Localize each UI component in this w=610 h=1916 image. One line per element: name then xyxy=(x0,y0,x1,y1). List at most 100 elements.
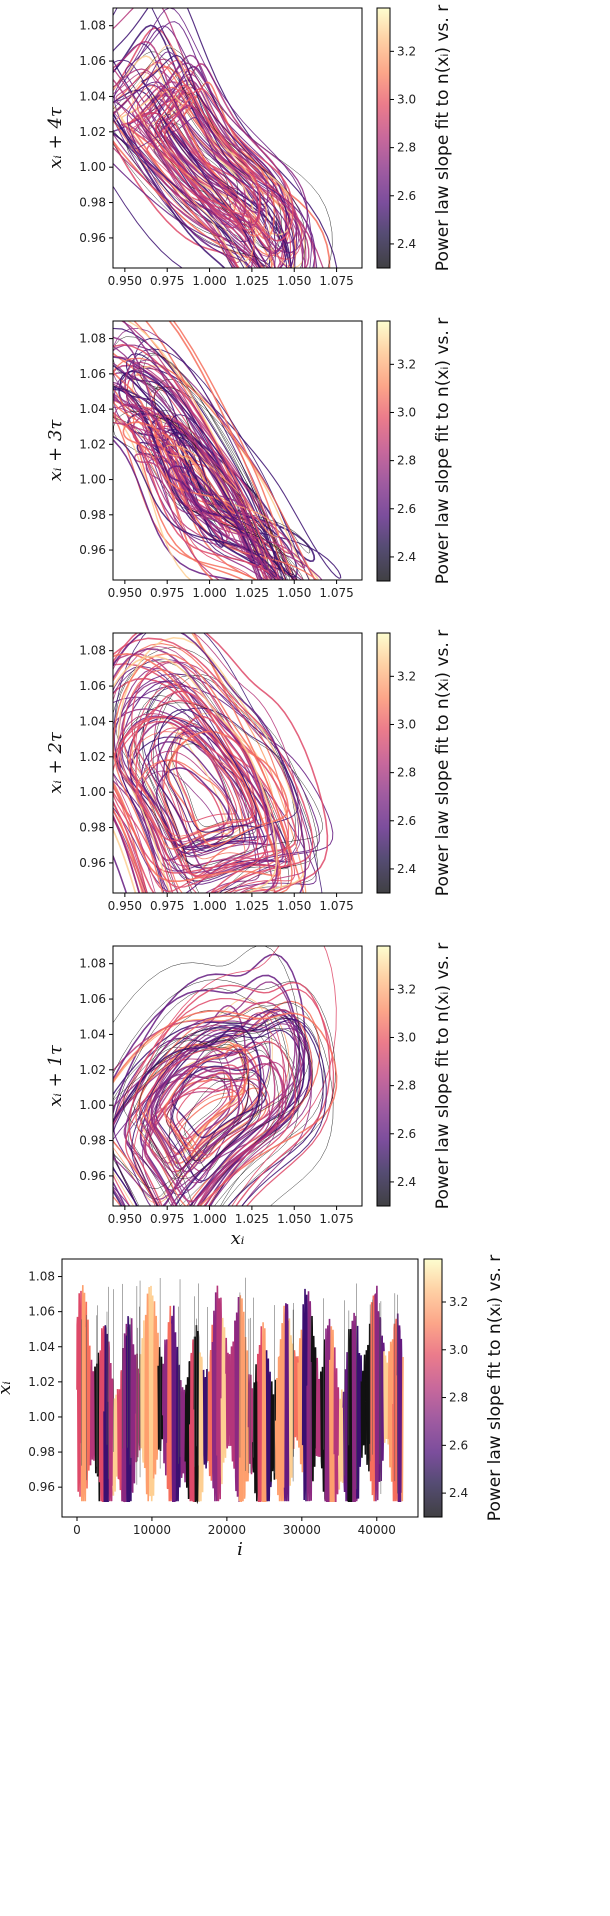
x-tick-label: 0.975 xyxy=(150,274,184,288)
series-segment xyxy=(297,1329,304,1473)
series-segment xyxy=(283,1303,290,1502)
series-segment xyxy=(274,1355,281,1502)
trajectory-curve xyxy=(113,652,282,883)
y-tick-label: 1.06 xyxy=(79,367,106,381)
colorbar-gradient xyxy=(376,7,391,269)
trajectory-curve xyxy=(113,357,318,580)
y-tick-label: 1.04 xyxy=(79,714,106,728)
trajectory-curve xyxy=(166,104,260,226)
colorbar-ticks: 2.4 2.6 2.8 3.0 3.2 xyxy=(442,1295,468,1500)
series-segment xyxy=(347,1320,354,1502)
trajectory-curve xyxy=(113,633,307,893)
trajectory-curve xyxy=(128,981,331,1206)
x-tick-label: 1.000 xyxy=(192,586,226,600)
trajectory-curve xyxy=(113,345,266,580)
y-tick-label: 1.06 xyxy=(28,1305,55,1319)
trajectory-curve xyxy=(172,1048,250,1162)
trajectory-curve xyxy=(113,355,304,580)
colorbar-label: Power law slope fit to n(xᵢ) vs. r xyxy=(433,943,453,1209)
series-segment xyxy=(130,1318,137,1493)
series-segment xyxy=(306,1291,313,1502)
series-segment xyxy=(310,1315,317,1482)
x-tick-label: 0.950 xyxy=(108,586,142,600)
series-segment xyxy=(220,1317,227,1485)
trajectory-curve xyxy=(113,343,281,580)
x-tick-label: 1.000 xyxy=(192,274,226,288)
trajectory-curve xyxy=(113,321,294,580)
series-segment xyxy=(333,1347,340,1502)
series-segment xyxy=(229,1320,236,1469)
x-tick-label: 1.075 xyxy=(319,899,353,913)
series-segment xyxy=(139,1320,146,1469)
y-tick-label: 1.06 xyxy=(79,54,106,68)
lag-1-panel: 0.950 0.975 1.000 1.025 1.050 1.075 0.96 0.98 1.… xyxy=(45,943,453,1249)
lag-4-curves xyxy=(113,8,338,268)
series-segment xyxy=(374,1285,381,1502)
series-segment xyxy=(243,1336,250,1499)
axes-frame xyxy=(61,1258,419,1518)
time-series-panel: 0 10000 20000 30000 40000 0.96 0.98 1.00 1.02 1.0… xyxy=(0,1255,505,1560)
y-tick-label: 1.00 xyxy=(79,1098,106,1112)
colorbar-tick-label: 2.8 xyxy=(397,766,416,780)
tick-labels: 0 10000 20000 30000 40000 0.96 0.98 1.00 1.02 1.0… xyxy=(28,1270,396,1537)
x-tick-label: 1.025 xyxy=(235,1212,269,1226)
lag-2-panel: 0.950 0.975 1.000 1.025 1.050 1.075 0.96 0.98 1.… xyxy=(45,630,453,913)
series-segment xyxy=(107,1341,114,1502)
trajectory-curve xyxy=(136,59,292,268)
colorbar-gradient xyxy=(376,632,391,894)
colorbar-gradient xyxy=(376,320,391,582)
colorbar-tick-label: 3.2 xyxy=(397,669,416,683)
trajectory-curve xyxy=(142,1010,312,1206)
x-axis-label: i xyxy=(237,1539,243,1560)
x-tick-label: 1.075 xyxy=(319,1212,353,1226)
colorbar-tick-label: 2.6 xyxy=(397,1127,416,1141)
colorbar-label: Power law slope fit to n(xᵢ) vs. r xyxy=(433,630,453,896)
series-segment xyxy=(324,1318,331,1502)
y-tick-label: 1.08 xyxy=(79,644,106,658)
trajectory-curve xyxy=(113,40,276,268)
series-segment xyxy=(157,1347,164,1452)
trajectory-curve xyxy=(144,1041,276,1206)
x-tick-label: 1.050 xyxy=(277,899,311,913)
colorbar-tick-label: 2.4 xyxy=(397,237,416,251)
colorbar: 2.4 2.6 2.8 3.0 3.2 Power law slope fit to n(… xyxy=(376,630,453,896)
y-tick-label: 1.06 xyxy=(79,679,106,693)
lag-2-curves xyxy=(113,633,334,893)
colorbar-ticks: 2.4 2.6 2.8 3.0 3.2 xyxy=(390,669,416,876)
y-tick-label: 1.04 xyxy=(79,1027,106,1041)
trajectory-curve xyxy=(117,716,254,842)
series-segment xyxy=(329,1326,336,1502)
colorbar-tick-label: 2.4 xyxy=(397,550,416,564)
x-tick-label: 0.950 xyxy=(108,1212,142,1226)
trajectory-curve xyxy=(128,100,303,261)
trajectory-curve xyxy=(113,1008,305,1201)
colorbar-tick-label: 2.8 xyxy=(397,141,416,155)
y-axis-label: xᵢ xyxy=(0,1381,15,1395)
colorbar-tick-label: 2.8 xyxy=(397,1079,416,1093)
trajectory-curve xyxy=(164,444,279,538)
trajectory-curve xyxy=(176,1077,271,1156)
trajectory-curve xyxy=(113,633,305,893)
trajectory-curve xyxy=(113,68,316,268)
x-tick-label: 20000 xyxy=(208,1523,246,1537)
colorbar-tick-label: 3.2 xyxy=(397,44,416,58)
y-tick-label: 1.02 xyxy=(28,1375,55,1389)
trajectory-curve xyxy=(113,673,320,883)
trajectory-curve xyxy=(113,637,314,893)
tick-labels: 0.950 0.975 1.000 1.025 1.050 1.075 0.96 0.98 1.… xyxy=(79,957,353,1226)
series-segment xyxy=(162,1339,169,1476)
x-tick-label: 1.075 xyxy=(319,274,353,288)
colorbar-tick-label: 2.8 xyxy=(397,454,416,468)
trajectory-curve xyxy=(162,739,244,875)
colorbar: 2.4 2.6 2.8 3.0 3.2 Power law slope fit to n(… xyxy=(376,5,453,271)
trajectory-curve xyxy=(131,44,271,268)
trajectory-curve xyxy=(128,731,255,837)
trajectory-curve xyxy=(126,51,276,268)
trajectory-curve xyxy=(150,1045,263,1191)
trajectory-curve xyxy=(118,367,342,579)
trajectory-curve xyxy=(113,979,336,1206)
trajectory-curve xyxy=(115,712,269,867)
series-segment xyxy=(207,1324,214,1481)
trajectory-curve xyxy=(132,359,281,580)
trajectory-curve xyxy=(113,633,303,893)
